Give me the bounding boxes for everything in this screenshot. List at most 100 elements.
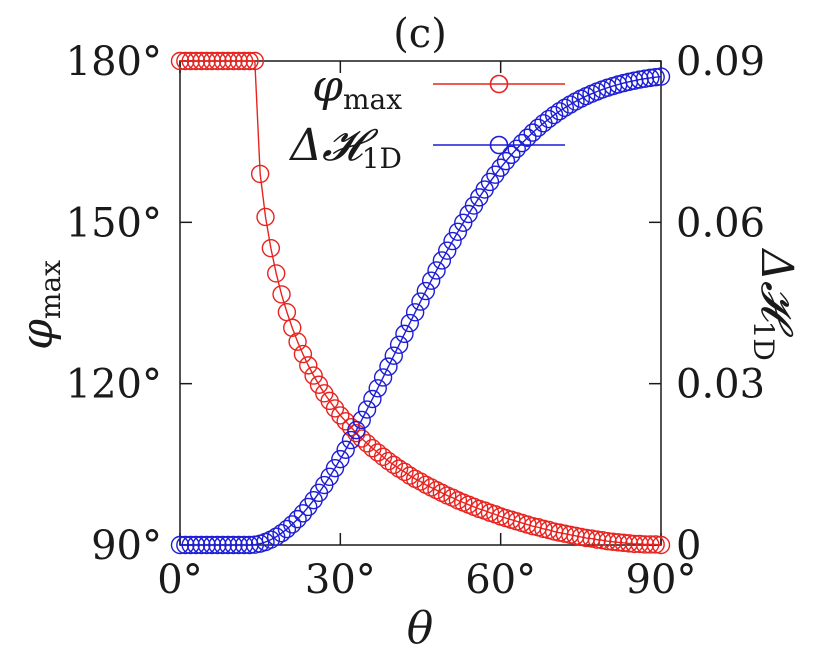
data-point-series-1 — [550, 102, 569, 121]
data-point-series-1 — [213, 535, 232, 555]
data-point-series-0 — [224, 51, 243, 71]
y-right-tick-label: 0.03 — [676, 362, 765, 408]
data-point-series-1 — [544, 105, 564, 125]
data-point-series-0 — [341, 418, 361, 437]
data-point-series-0 — [325, 399, 345, 418]
legend-marker-delta-h — [489, 135, 509, 155]
data-point-series-1 — [224, 535, 243, 555]
data-point-series-1 — [186, 535, 206, 555]
data-point-series-0 — [202, 51, 222, 71]
plot-frame — [179, 60, 662, 546]
data-point-series-0 — [208, 51, 227, 71]
data-point-series-1 — [192, 535, 211, 555]
data-point-series-1 — [357, 400, 377, 419]
legend-label-delta-h-sub: 1D — [362, 142, 402, 175]
data-point-series-1 — [523, 123, 542, 142]
data-point-series-0 — [240, 51, 259, 71]
data-point-series-0 — [229, 51, 248, 71]
y-left-tick-label: 180° — [66, 39, 162, 85]
data-point-series-0 — [170, 51, 190, 71]
data-point-series-0 — [176, 51, 195, 71]
y-right-tick-label: 0 — [676, 523, 701, 569]
series-markers — [170, 51, 671, 555]
data-point-series-1 — [261, 530, 281, 549]
data-point-series-0 — [331, 406, 350, 425]
x-tick-label: 30° — [305, 557, 376, 603]
data-point-series-1 — [427, 261, 446, 280]
data-point-series-1 — [234, 535, 254, 555]
y-right-tick-label: 0.06 — [676, 200, 765, 246]
data-point-series-0 — [603, 532, 623, 551]
data-point-series-1 — [411, 292, 430, 311]
data-point-series-0 — [283, 318, 302, 337]
data-point-series-1 — [405, 303, 425, 322]
data-point-series-1 — [454, 213, 473, 232]
data-point-series-1 — [208, 535, 227, 555]
data-point-series-1 — [443, 231, 462, 251]
data-point-series-1 — [507, 139, 526, 159]
data-point-series-1 — [288, 509, 307, 529]
data-point-series-1 — [646, 67, 665, 87]
legend-marker-phi-max — [489, 74, 509, 94]
y-left-tick-label: 150° — [66, 200, 162, 246]
legend-label-delta-h: Δ𝓗1D — [288, 120, 402, 175]
data-point-series-0 — [218, 51, 238, 71]
data-point-series-1 — [438, 241, 457, 260]
tick-labels: 0° 30° 60° 90° 90° 120° 150° 180° 0 0.03 0.06 0.09 — [66, 39, 765, 603]
data-point-series-1 — [341, 430, 361, 450]
data-point-series-1 — [363, 389, 382, 409]
data-point-series-0 — [635, 535, 655, 554]
data-point-series-0 — [625, 534, 644, 554]
data-point-series-0 — [400, 466, 420, 485]
data-point-series-0 — [609, 533, 628, 552]
data-point-series-1 — [400, 313, 420, 333]
data-point-series-1 — [384, 346, 403, 365]
y-left-tick-label: 90° — [91, 523, 162, 569]
data-point-series-1 — [336, 440, 355, 459]
y-left-axis-label: φmax — [12, 260, 67, 350]
data-point-series-1 — [491, 158, 510, 177]
y-right-axis-label: Δ𝓗1D — [747, 247, 802, 361]
data-point-series-0 — [395, 462, 414, 482]
data-point-series-0 — [304, 366, 323, 385]
data-point-series-0 — [646, 535, 665, 554]
data-point-series-1 — [218, 535, 238, 555]
data-point-series-1 — [283, 515, 302, 534]
data-point-series-1 — [181, 535, 200, 555]
data-point-series-1 — [395, 324, 414, 344]
data-point-series-0 — [197, 51, 216, 71]
data-point-series-0 — [598, 532, 617, 551]
data-point-series-0 — [293, 344, 313, 364]
data-point-series-0 — [641, 535, 660, 554]
legend-label-phi-max: φmax — [312, 61, 402, 116]
data-point-series-0 — [245, 51, 265, 71]
data-point-series-0 — [630, 534, 649, 554]
x-tick-label: 60° — [465, 557, 536, 603]
y-right-tick-label: 0.09 — [676, 39, 765, 85]
data-point-series-1 — [229, 535, 248, 555]
legend-label-phi-max-main: φ — [312, 61, 343, 112]
data-point-series-1 — [421, 271, 441, 290]
x-tick-label: 0° — [157, 557, 202, 603]
series-lines — [180, 60, 662, 546]
data-point-series-1 — [373, 368, 393, 387]
legend-label-phi-max-sub: max — [343, 83, 402, 116]
series-line-0 — [180, 60, 662, 546]
data-point-series-1 — [502, 145, 521, 165]
series-line-1 — [180, 75, 662, 546]
data-point-series-0 — [619, 534, 639, 553]
data-point-series-1 — [486, 165, 505, 184]
data-point-series-0 — [192, 51, 211, 71]
data-point-series-0 — [250, 164, 270, 184]
data-point-series-0 — [411, 472, 430, 491]
data-point-series-1 — [368, 379, 387, 398]
data-point-series-0 — [267, 264, 286, 283]
data-point-series-1 — [197, 535, 216, 555]
data-point-series-1 — [331, 449, 350, 469]
data-point-series-0 — [256, 207, 275, 227]
y-left-axis-label-sub: max — [34, 260, 67, 319]
data-point-series-1 — [325, 458, 345, 478]
y-left-tick-label: 120° — [66, 362, 162, 408]
legend: φmax Δ𝓗1D — [288, 61, 565, 175]
